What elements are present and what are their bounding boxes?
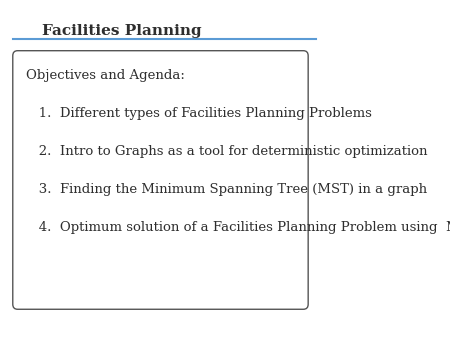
FancyBboxPatch shape — [13, 51, 308, 309]
Text: Facilities Planning: Facilities Planning — [41, 24, 201, 38]
Text: Objectives and Agenda:

   1.  Different types of Facilities Planning Problems

: Objectives and Agenda: 1. Different type… — [26, 69, 450, 234]
